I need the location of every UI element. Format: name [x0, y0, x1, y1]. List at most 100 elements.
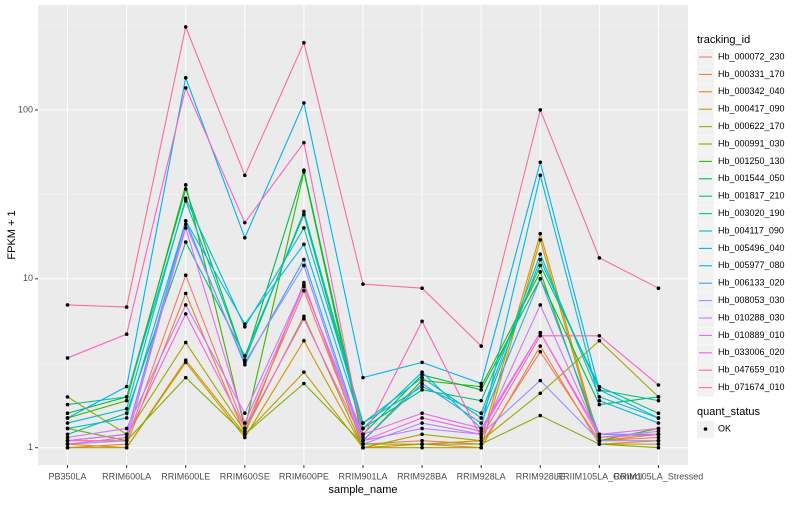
data-point: [479, 344, 483, 348]
data-point: [183, 303, 188, 307]
data-point: [597, 338, 602, 343]
data-point: [538, 263, 543, 268]
data-point: [243, 324, 247, 329]
data-point: [420, 416, 424, 420]
data-point: [302, 338, 306, 343]
data-point: [538, 349, 543, 354]
data-point: [361, 375, 365, 380]
data-point: [124, 445, 129, 450]
legend-point: [703, 427, 708, 431]
legend-label: Hb_000622_170: [718, 121, 785, 131]
data-point: [656, 426, 661, 431]
data-point: [302, 381, 306, 386]
data-point: [538, 333, 543, 338]
data-point: [124, 406, 129, 411]
x-tick-label: RRIM928LA: [457, 471, 506, 481]
legend-label: Hb_005496_040: [718, 243, 785, 253]
y-tick-label: 1: [28, 442, 33, 452]
legend-label: Hb_001250_130: [718, 156, 785, 166]
data-point: [183, 198, 188, 203]
data-point: [183, 240, 188, 244]
data-point: [538, 303, 543, 307]
data-point: [538, 391, 543, 396]
legend-label: Hb_000331_170: [718, 69, 785, 79]
data-point: [597, 388, 602, 392]
data-point: [479, 416, 483, 420]
data-point: [243, 220, 247, 225]
data-point: [124, 395, 129, 399]
data-point: [538, 257, 543, 262]
data-point: [361, 432, 365, 437]
data-point: [65, 445, 70, 450]
data-point: [183, 75, 188, 80]
legend-label: Hb_000342_040: [718, 86, 785, 96]
legend-label: Hb_000991_030: [718, 138, 785, 148]
x-tick-label: PB350LA: [49, 471, 87, 481]
data-point: [420, 375, 424, 380]
data-point: [65, 303, 70, 307]
legend-label: Hb_010889_010: [718, 330, 785, 340]
data-point: [124, 305, 129, 309]
data-point: [302, 168, 306, 172]
data-point: [479, 381, 483, 386]
data-point: [597, 333, 602, 338]
legend-label: Hb_047659_010: [718, 365, 785, 375]
data-point: [479, 384, 483, 389]
data-point: [183, 25, 188, 29]
data-point: [243, 173, 247, 178]
data-point: [65, 416, 70, 420]
data-point: [420, 438, 424, 443]
data-point: [656, 432, 661, 437]
data-point: [302, 101, 306, 105]
data-point: [302, 316, 306, 321]
data-point: [656, 383, 661, 387]
data-point: [538, 252, 543, 256]
data-point: [302, 140, 306, 145]
data-point: [183, 273, 188, 278]
data-point: [302, 284, 306, 289]
data-point: [243, 235, 247, 240]
data-point: [538, 270, 543, 274]
data-point: [124, 442, 129, 446]
data-point: [597, 435, 602, 440]
data-point: [183, 312, 188, 316]
legend-label: Hb_005977_080: [718, 260, 785, 270]
data-point: [597, 442, 602, 446]
data-point: [65, 432, 70, 437]
data-point: [420, 370, 424, 374]
data-point: [243, 360, 247, 365]
data-point: [243, 432, 247, 437]
data-point: [479, 429, 483, 434]
x-tick-label: RRIM105LA_Stressed: [614, 471, 704, 481]
data-point: [420, 421, 424, 425]
data-point: [302, 226, 306, 230]
data-point: [479, 435, 483, 440]
data-point: [420, 411, 424, 416]
data-point: [656, 429, 661, 434]
data-point: [302, 242, 306, 247]
data-point: [597, 256, 602, 260]
data-point: [361, 442, 365, 446]
data-point: [420, 384, 424, 389]
data-point: [65, 411, 70, 416]
legend-label: Hb_003020_190: [718, 208, 785, 218]
data-point: [65, 435, 70, 440]
data-point: [183, 183, 188, 187]
x-axis-title: sample_name: [328, 484, 397, 496]
data-point: [420, 319, 424, 324]
data-point: [538, 277, 543, 281]
data-point: [302, 257, 306, 262]
data-point: [656, 421, 661, 425]
data-point: [538, 231, 543, 236]
data-point: [124, 384, 129, 389]
data-point: [420, 445, 424, 450]
data-point: [183, 226, 188, 230]
data-point: [538, 330, 543, 335]
data-point: [597, 402, 602, 407]
data-point: [183, 187, 188, 191]
data-point: [302, 288, 306, 293]
data-point: [420, 388, 424, 392]
data-point: [65, 438, 70, 443]
data-point: [243, 421, 247, 425]
